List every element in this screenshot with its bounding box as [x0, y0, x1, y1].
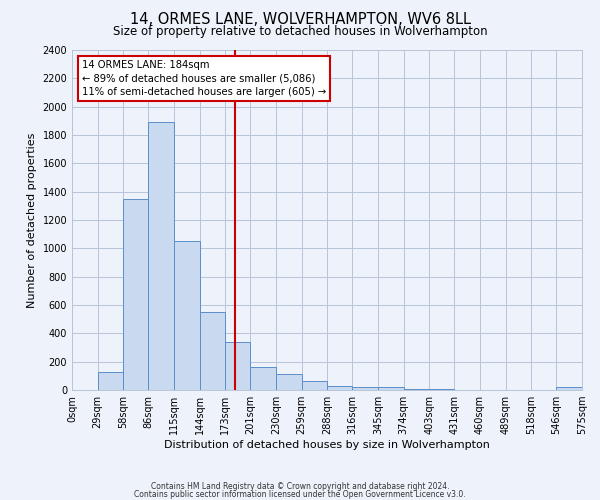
Text: 14, ORMES LANE, WOLVERHAMPTON, WV6 8LL: 14, ORMES LANE, WOLVERHAMPTON, WV6 8LL [130, 12, 470, 28]
Bar [556, 387, 582, 390]
Bar [98, 372, 124, 390]
Bar [124, 198, 148, 390]
X-axis label: Distribution of detached houses by size in Wolverhampton: Distribution of detached houses by size … [164, 440, 490, 450]
Bar [200, 312, 226, 390]
Bar [328, 386, 352, 390]
Bar [378, 387, 404, 390]
Bar [250, 368, 276, 390]
Bar [302, 381, 328, 390]
Text: Contains HM Land Registry data © Crown copyright and database right 2024.: Contains HM Land Registry data © Crown c… [151, 482, 449, 491]
Bar [148, 122, 174, 390]
Text: Contains public sector information licensed under the Open Government Licence v3: Contains public sector information licen… [134, 490, 466, 499]
Text: 14 ORMES LANE: 184sqm
← 89% of detached houses are smaller (5,086)
11% of semi-d: 14 ORMES LANE: 184sqm ← 89% of detached … [82, 60, 326, 96]
Bar [174, 242, 200, 390]
Text: Size of property relative to detached houses in Wolverhampton: Size of property relative to detached ho… [113, 25, 487, 38]
Bar [352, 387, 378, 390]
Bar [276, 374, 302, 390]
Y-axis label: Number of detached properties: Number of detached properties [27, 132, 37, 308]
Bar [226, 342, 250, 390]
